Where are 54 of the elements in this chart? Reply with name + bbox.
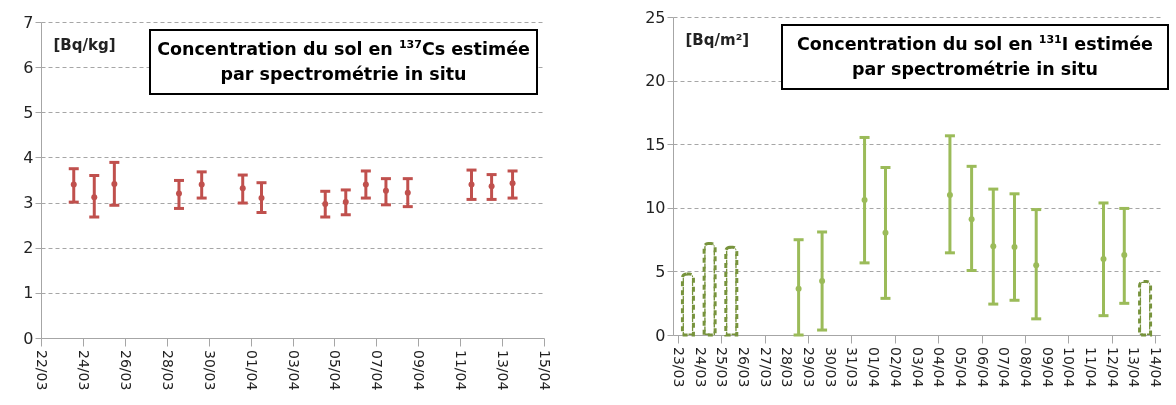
x-tick-label: 03/04 xyxy=(285,350,302,391)
y-tick-label: 2 xyxy=(23,238,34,258)
text: Concentration du sol en $^{131}$I estimée par spectrométrie in situ xyxy=(781,24,1169,90)
x-tick-label: 14/04 xyxy=(1148,347,1164,388)
x-tick-label: 03/04 xyxy=(909,347,926,388)
x-tick-label: 12/04 xyxy=(1104,347,1121,388)
x-tick-label: 29/03 xyxy=(801,347,818,388)
x-tick-label: 13/04 xyxy=(495,350,512,391)
x-tick-label: 23/03 xyxy=(671,347,687,388)
x-tick-label: 07/04 xyxy=(996,347,1013,388)
x-tick-label: 02/04 xyxy=(887,347,904,388)
x-tick-label: 26/03 xyxy=(117,350,134,391)
x-tick-label: 30/03 xyxy=(201,350,218,391)
x-tick-label: 01/04 xyxy=(866,347,883,388)
x-tick-label: 25/03 xyxy=(714,347,731,388)
y-tick-label: 10 xyxy=(645,198,666,218)
y-tick-label: 5 xyxy=(655,261,666,281)
x-tick-label: 15/04 xyxy=(537,350,553,391)
x-tick-label: 01/04 xyxy=(243,350,260,391)
x-tick-label: 26/03 xyxy=(736,347,753,388)
y-axis-title: [Bq/kg] xyxy=(53,35,116,54)
x-tick-label: 05/04 xyxy=(327,350,344,391)
x-tick-label: 06/04 xyxy=(974,347,991,388)
y-tick-label: 0 xyxy=(23,328,34,348)
x-tick-label: 05/04 xyxy=(952,347,969,388)
y-tick-label: 3 xyxy=(23,193,34,213)
x-tick-label: 24/03 xyxy=(75,350,92,391)
x-tick-label: 08/04 xyxy=(1017,347,1034,388)
x-tick-label: 13/04 xyxy=(1126,347,1143,388)
y-tick-label: 15 xyxy=(645,134,666,154)
x-tick-label: 22/03 xyxy=(34,350,50,391)
y-tick-label: 25 xyxy=(645,7,666,27)
x-tick-label: 27/03 xyxy=(757,347,774,388)
y-tick-label: 5 xyxy=(23,102,34,122)
x-tick-label: 04/04 xyxy=(931,347,948,388)
x-tick-label: 31/03 xyxy=(844,347,861,388)
y-axis-title: [Bq/m²] xyxy=(685,30,750,49)
x-tick-label: 30/03 xyxy=(822,347,839,388)
y-tick-label: 6 xyxy=(23,57,34,77)
y-tick-label: 7 xyxy=(23,12,34,32)
y-tick-label: 20 xyxy=(645,71,666,91)
y-tick-label: 4 xyxy=(23,147,34,167)
x-tick-label: 28/03 xyxy=(779,347,796,388)
y-tick-label: 0 xyxy=(655,325,666,345)
text: Concentration du sol en $^{137}$Cs estimée par spectrométrie in situ xyxy=(149,29,538,95)
x-tick-label: 28/03 xyxy=(159,350,176,391)
x-tick-label: 10/04 xyxy=(1061,347,1078,388)
y-tick-label: 1 xyxy=(23,283,34,303)
x-tick-label: 09/04 xyxy=(411,350,428,391)
x-tick-label: 11/04 xyxy=(1082,347,1099,388)
x-tick-label: 07/04 xyxy=(369,350,386,391)
x-tick-label: 24/03 xyxy=(692,347,709,388)
x-tick-label: 11/04 xyxy=(453,350,470,391)
x-tick-label: 09/04 xyxy=(1039,347,1056,388)
